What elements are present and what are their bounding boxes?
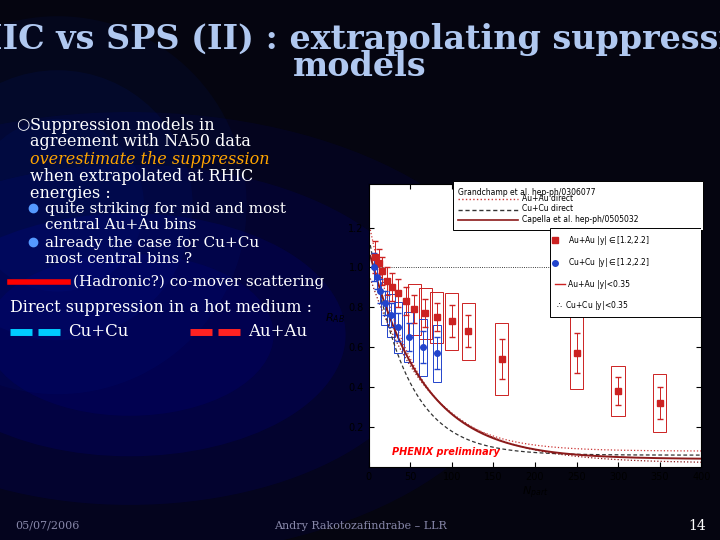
Text: $\therefore$ Cu+Cu |y|<0.35: $\therefore$ Cu+Cu |y|<0.35 bbox=[555, 299, 629, 312]
Text: Au+Au |y|$\in$[1.2,2.2]: Au+Au |y|$\in$[1.2,2.2] bbox=[568, 234, 649, 247]
Text: Au+Au direct: Au+Au direct bbox=[522, 194, 573, 203]
Text: when extrapolated at RHIC: when extrapolated at RHIC bbox=[30, 168, 253, 185]
Text: ○: ○ bbox=[16, 118, 30, 132]
Text: (Hadronic?) co-mover scattering: (Hadronic?) co-mover scattering bbox=[73, 275, 324, 289]
Text: already the case for Cu+Cu: already the case for Cu+Cu bbox=[45, 236, 259, 250]
Ellipse shape bbox=[0, 254, 274, 416]
X-axis label: $N_{part}$: $N_{part}$ bbox=[522, 485, 548, 501]
Text: Cu+Cu direct: Cu+Cu direct bbox=[522, 204, 573, 213]
Bar bbox=[445, 293, 459, 350]
Text: overestimate the suppression: overestimate the suppression bbox=[30, 151, 269, 168]
Text: Capella et al. hep-ph/0505032: Capella et al. hep-ph/0505032 bbox=[522, 215, 638, 224]
FancyBboxPatch shape bbox=[550, 227, 705, 317]
Text: Cu+Cu direct: Cu+Cu direct bbox=[522, 204, 573, 213]
Bar bbox=[570, 318, 583, 389]
Text: Au+Au |y|<0.35: Au+Au |y|<0.35 bbox=[568, 280, 630, 289]
Text: Au+Au: Au+Au bbox=[248, 323, 307, 341]
Text: Direct suppression in a hot medium :: Direct suppression in a hot medium : bbox=[10, 300, 312, 316]
Bar bbox=[381, 282, 390, 325]
Text: Cu+Cu |y|$\in$[1.2,2.2]: Cu+Cu |y|$\in$[1.2,2.2] bbox=[568, 256, 650, 269]
Bar bbox=[433, 325, 441, 382]
Ellipse shape bbox=[0, 213, 346, 456]
Ellipse shape bbox=[0, 16, 246, 394]
Bar bbox=[418, 319, 427, 376]
Text: Grandchamp et al. hep-ph/0306077: Grandchamp et al. hep-ph/0306077 bbox=[459, 188, 596, 197]
Bar bbox=[611, 366, 625, 416]
Text: 14: 14 bbox=[688, 519, 706, 533]
Bar bbox=[387, 294, 395, 337]
Bar bbox=[462, 302, 475, 360]
Text: Suppression models in: Suppression models in bbox=[30, 117, 215, 134]
FancyBboxPatch shape bbox=[454, 181, 703, 231]
Ellipse shape bbox=[0, 119, 144, 292]
Ellipse shape bbox=[0, 112, 526, 540]
Text: 05/07/2006: 05/07/2006 bbox=[15, 521, 79, 531]
Text: Au+Au direct: Au+Au direct bbox=[522, 194, 573, 203]
Text: Grandchamp et al. hep-ph/0306077: Grandchamp et al. hep-ph/0306077 bbox=[459, 188, 596, 197]
Text: energies :: energies : bbox=[30, 185, 111, 202]
Ellipse shape bbox=[0, 165, 432, 505]
Text: quite striking for mid and most: quite striking for mid and most bbox=[45, 202, 286, 216]
Text: PHENIX preliminary: PHENIX preliminary bbox=[392, 447, 500, 457]
Ellipse shape bbox=[0, 70, 193, 340]
Text: most central bins ?: most central bins ? bbox=[45, 252, 192, 266]
Bar bbox=[405, 312, 413, 362]
Bar bbox=[495, 323, 508, 395]
Text: Capella et al. hep-ph/0505032: Capella et al. hep-ph/0505032 bbox=[522, 215, 638, 224]
Y-axis label: $R_{AB}$: $R_{AB}$ bbox=[325, 312, 344, 325]
Text: RHIC vs SPS (II) : extrapolating suppression: RHIC vs SPS (II) : extrapolating suppres… bbox=[0, 24, 720, 57]
Bar bbox=[418, 288, 432, 339]
Text: models: models bbox=[293, 51, 427, 84]
Bar bbox=[408, 284, 421, 335]
Text: Andry Rakotozafindrabe – LLR: Andry Rakotozafindrabe – LLR bbox=[274, 521, 446, 531]
Text: Cu+Cu: Cu+Cu bbox=[68, 323, 128, 341]
Bar bbox=[394, 302, 402, 353]
Text: agreement with NA50 data: agreement with NA50 data bbox=[30, 133, 251, 150]
Text: central Au+Au bins: central Au+Au bins bbox=[45, 218, 197, 232]
Bar bbox=[430, 292, 444, 342]
Bar bbox=[653, 374, 666, 432]
